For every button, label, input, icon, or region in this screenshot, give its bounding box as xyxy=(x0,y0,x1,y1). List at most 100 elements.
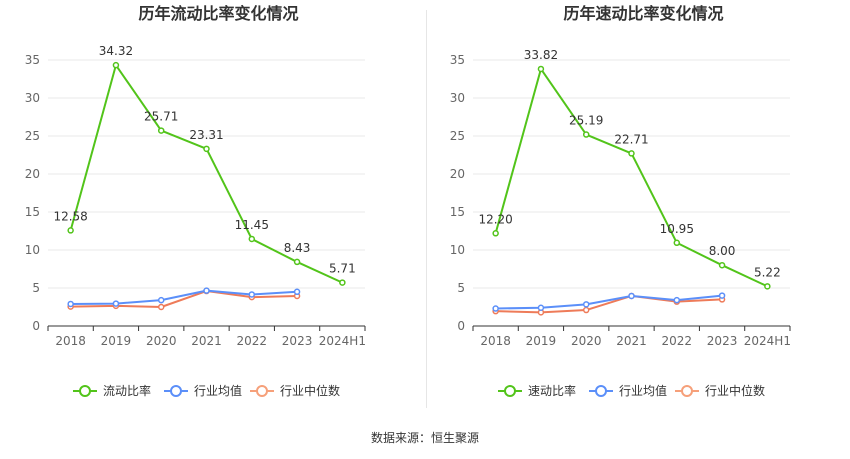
y-tick-label: 20 xyxy=(450,167,465,181)
legend-marker-icon xyxy=(595,385,607,397)
y-tick-label: 30 xyxy=(25,91,40,105)
data-label: 12.58 xyxy=(53,209,87,223)
x-tick-label: 2022 xyxy=(662,334,693,348)
x-tick-label: 2021 xyxy=(616,334,647,348)
y-tick-label: 35 xyxy=(25,53,40,67)
y-tick-label: 5 xyxy=(32,281,40,295)
x-tick-label: 2019 xyxy=(526,334,557,348)
legend-label: 行业中位数 xyxy=(280,383,340,398)
industry-average-series-line xyxy=(70,289,298,305)
data-label: 12.20 xyxy=(478,212,512,226)
primary-point[interactable] xyxy=(248,235,256,243)
legend-item-industry-median[interactable]: 行业中位数 xyxy=(250,383,340,398)
x-tick-label: 2023 xyxy=(707,334,738,348)
legend-item-primary[interactable]: 流动比率 xyxy=(73,383,151,398)
primary-point[interactable] xyxy=(492,230,499,237)
y-tick-label: 35 xyxy=(450,53,465,67)
industry-average-point[interactable] xyxy=(673,296,681,304)
x-tick-label: 2022 xyxy=(237,334,268,348)
industry-average-point[interactable] xyxy=(537,304,545,312)
legend-marker-icon xyxy=(170,385,182,397)
legend-item-industry-median[interactable]: 行业中位数 xyxy=(675,383,765,398)
primary-point[interactable] xyxy=(112,61,120,69)
x-tick-label: 2019 xyxy=(101,334,132,348)
industry-average-point[interactable] xyxy=(112,300,120,307)
x-tick-label: 2020 xyxy=(571,334,602,348)
data-source-note: 数据来源：恒生聚源 xyxy=(370,431,479,445)
x-tick-label: 2021 xyxy=(191,334,222,348)
primary-point[interactable] xyxy=(537,65,545,73)
primary-point[interactable] xyxy=(673,239,681,247)
industry-average-point[interactable] xyxy=(248,291,256,298)
y-tick-label: 20 xyxy=(25,167,40,181)
data-label: 11.45 xyxy=(235,218,269,232)
x-tick-label: 2018 xyxy=(480,334,511,348)
data-label: 25.19 xyxy=(569,114,603,128)
legend-item-industry-average[interactable]: 行业均值 xyxy=(589,383,667,398)
data-label: 8.43 xyxy=(284,241,311,255)
industry-average-point[interactable] xyxy=(628,292,635,300)
primary-point[interactable] xyxy=(764,283,771,290)
y-tick-label: 30 xyxy=(450,91,465,105)
industry-average-point[interactable] xyxy=(157,296,165,304)
primary-point[interactable] xyxy=(293,258,301,266)
chart-quick-ratio: 历年速动比率变化情况 0 5 10 15 20 25 30 35 2018 2019 2020 2021… xyxy=(425,0,850,420)
legend-item-primary[interactable]: 速动比率 xyxy=(498,383,576,398)
primary-point[interactable] xyxy=(582,131,590,138)
panel-divider xyxy=(426,10,427,408)
industry-average-point[interactable] xyxy=(718,292,726,299)
legend-label: 速动比率 xyxy=(528,383,576,398)
y-tick-label: 5 xyxy=(457,281,465,295)
industry-median-point[interactable] xyxy=(157,303,165,311)
legend-marker-icon xyxy=(681,385,693,397)
data-label: 34.32 xyxy=(99,44,133,58)
data-label: 22.71 xyxy=(614,132,648,146)
industry-average-point[interactable] xyxy=(203,287,210,294)
legend-label: 行业均值 xyxy=(619,383,667,398)
primary-point[interactable] xyxy=(67,227,74,234)
primary-point[interactable] xyxy=(339,279,346,286)
chart-current-ratio: 历年流动比率变化情况 0 5 10 15 20 25 30 35 2018 2019 2020 2021… xyxy=(0,0,425,420)
y-tick-label: 25 xyxy=(25,129,40,143)
y-tick-label: 25 xyxy=(450,129,465,143)
legend-marker-icon xyxy=(79,385,91,397)
data-label: 23.31 xyxy=(189,128,223,142)
legend-label: 行业均值 xyxy=(194,383,242,398)
legend-marker-icon xyxy=(504,385,516,397)
legend-item-industry-average[interactable]: 行业均值 xyxy=(164,383,242,398)
industry-average-point[interactable] xyxy=(293,288,301,296)
industry-median-series-line xyxy=(495,294,723,314)
y-tick-label: 0 xyxy=(32,319,40,333)
data-label: 5.71 xyxy=(329,262,356,276)
y-tick-label: 15 xyxy=(25,205,40,219)
data-label: 25.71 xyxy=(144,110,178,124)
legend-label: 行业中位数 xyxy=(705,383,765,398)
y-tick-label: 10 xyxy=(450,243,465,257)
chart-title: 历年速动比率变化情况 xyxy=(563,4,723,23)
data-label: 5.22 xyxy=(754,265,781,279)
x-tick-label: 2023 xyxy=(282,334,313,348)
data-label: 8.00 xyxy=(709,244,736,258)
chart-svg: 历年流动比率变化情况 0 5 10 15 20 25 30 35 2018 2019 2020 2021… xyxy=(25,4,366,398)
data-label: 10.95 xyxy=(660,222,694,236)
industry-median-point[interactable] xyxy=(582,306,590,314)
industry-average-series-line xyxy=(495,294,723,310)
industry-average-point[interactable] xyxy=(582,301,590,308)
chart-title: 历年流动比率变化情况 xyxy=(138,4,298,23)
legend-marker-icon xyxy=(256,385,268,397)
x-tick-label: 2020 xyxy=(146,334,177,348)
primary-point[interactable] xyxy=(157,127,165,134)
chart-svg: 历年速动比率变化情况 0 5 10 15 20 25 30 35 2018 2019 2020 2021… xyxy=(450,4,791,398)
industry-average-point[interactable] xyxy=(492,305,499,312)
primary-point[interactable] xyxy=(628,150,635,157)
x-tick-label: 2024H1 xyxy=(744,334,791,348)
data-label: 33.82 xyxy=(524,48,558,62)
x-tick-label: 2024H1 xyxy=(319,334,366,348)
industry-average-point[interactable] xyxy=(67,300,74,308)
y-tick-label: 15 xyxy=(450,205,465,219)
primary-point[interactable] xyxy=(718,261,726,269)
legend-label: 流动比率 xyxy=(103,383,151,398)
primary-point[interactable] xyxy=(203,145,210,153)
y-tick-label: 10 xyxy=(25,243,40,257)
y-tick-label: 0 xyxy=(457,319,465,333)
